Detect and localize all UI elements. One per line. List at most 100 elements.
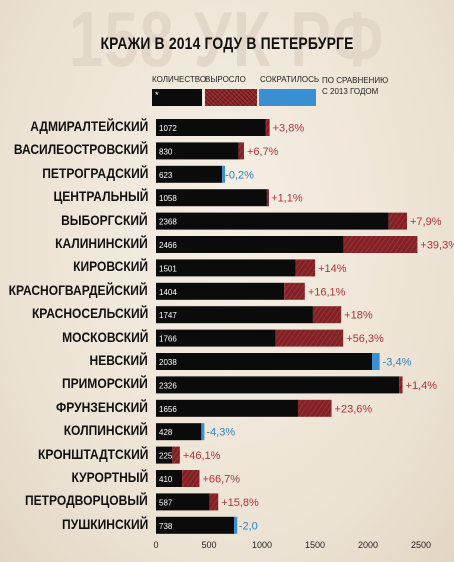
change-label: +1,4% bbox=[406, 380, 438, 392]
district-label: КОЛПИНСКИЙ bbox=[63, 422, 148, 439]
district-label: КАЛИНИНСКИЙ bbox=[55, 235, 148, 251]
district-label: НЕВСКИЙ bbox=[89, 352, 148, 368]
bar-value-label: 410 bbox=[159, 475, 173, 484]
bar-count bbox=[156, 165, 223, 183]
bar-increase bbox=[295, 259, 316, 277]
bar-increase bbox=[298, 399, 332, 417]
legend-marker: * bbox=[155, 90, 159, 100]
district-label: КРАСНОГВАРДЕЙСКИЙ bbox=[9, 281, 148, 298]
legend-compare-line2: С 2013 ГОДОМ bbox=[322, 87, 379, 96]
bar-increase bbox=[182, 470, 200, 487]
legend-count-swatch bbox=[152, 89, 202, 106]
bar-count bbox=[156, 189, 267, 207]
legend-increase-label: ВЫРОСЛО bbox=[205, 75, 246, 84]
legend-compare-line1: ПО СРАВНЕНИЮ bbox=[322, 76, 389, 85]
district-label: КУРОРТНЫЙ bbox=[71, 469, 148, 485]
bar-count bbox=[156, 376, 400, 394]
bar-increase bbox=[312, 306, 342, 324]
district-label: АДМИРАЛТЕЙСКИЙ bbox=[29, 118, 148, 134]
x-tick-label: 0 bbox=[153, 540, 158, 550]
change-label: +14% bbox=[318, 263, 347, 275]
bar-decrease bbox=[201, 423, 205, 441]
change-label: +1,1% bbox=[271, 193, 303, 205]
bar-increase bbox=[265, 119, 270, 136]
bar-increase bbox=[238, 142, 244, 160]
bar-value-label: 2368 bbox=[159, 218, 177, 227]
bar-increase bbox=[284, 282, 305, 300]
bar-value-label: 1501 bbox=[159, 264, 177, 273]
bar-increase bbox=[388, 212, 408, 230]
bar-increase bbox=[275, 329, 344, 347]
bar-value-label: 1747 bbox=[159, 311, 177, 320]
bar-value-label: 738 bbox=[159, 522, 173, 531]
change-label: -3,4% bbox=[383, 357, 412, 369]
bar-value-label: 1072 bbox=[159, 124, 177, 133]
district-label: ВЫБОРГСКИЙ bbox=[61, 211, 148, 228]
district-label: КРАСНОСЕЛЬСКИЙ bbox=[31, 305, 148, 322]
bar-count bbox=[156, 282, 285, 300]
legend-decrease-label: СОКРАТИЛОСЬ bbox=[260, 75, 320, 84]
district-label: ФРУНЗЕНСКИЙ bbox=[56, 398, 148, 415]
change-label: +18% bbox=[344, 310, 373, 322]
x-tick-label: 2000 bbox=[358, 540, 378, 550]
bar-count bbox=[156, 353, 373, 370]
chart-title: КРАЖИ В 2014 ГОДУ В ПЕТЕРБУРГЕ bbox=[100, 34, 354, 53]
bar-count bbox=[156, 236, 344, 253]
bar-count bbox=[156, 493, 210, 511]
bar-decrease bbox=[234, 516, 238, 534]
change-label: +7,9% bbox=[410, 216, 442, 228]
district-label: ПЕТРОГРАДСКИЙ bbox=[41, 164, 148, 181]
bar-count bbox=[156, 399, 299, 417]
x-tick-label: 1500 bbox=[305, 540, 325, 550]
bar-count bbox=[156, 142, 239, 160]
bar-value-label: 1766 bbox=[159, 335, 177, 344]
bar-increase bbox=[209, 493, 219, 511]
bar-value-label: 1404 bbox=[159, 288, 177, 297]
bar-count bbox=[156, 423, 202, 441]
district-label: КИРОВСКИЙ bbox=[73, 258, 148, 275]
bar-count bbox=[156, 119, 266, 136]
bar-decrease bbox=[222, 165, 226, 183]
change-label: +23,6% bbox=[335, 403, 373, 415]
bar-value-label: 2038 bbox=[159, 358, 177, 367]
change-label: -0,2% bbox=[225, 169, 254, 181]
bar-value-label: 830 bbox=[159, 147, 173, 156]
bar-count bbox=[156, 259, 296, 277]
district-label: КРОНШТАДТСКИЙ bbox=[37, 445, 148, 462]
x-tick-label: 1000 bbox=[252, 540, 272, 550]
bar-count bbox=[156, 470, 183, 487]
district-label: ВАСИЛЕОСТРОВСКИЙ bbox=[13, 141, 148, 158]
bar-decrease bbox=[372, 353, 380, 370]
bar-increase bbox=[343, 236, 418, 253]
change-label: +3,8% bbox=[273, 123, 305, 135]
change-label: -4,3% bbox=[206, 427, 235, 439]
watermark-text: 158 УК РФ bbox=[68, 0, 386, 83]
bar-count bbox=[156, 306, 313, 324]
bar-value-label: 1656 bbox=[159, 405, 177, 414]
x-tick-label: 500 bbox=[201, 540, 216, 550]
change-label: +15,8% bbox=[221, 497, 259, 509]
bar-increase bbox=[266, 189, 269, 207]
district-label: ЦЕНТРАЛЬНЫЙ bbox=[53, 188, 148, 205]
bar-value-label: 587 bbox=[159, 498, 173, 507]
x-tick-label: 2500 bbox=[411, 540, 431, 550]
bar-count bbox=[156, 446, 173, 464]
district-label: МОСКОВСКИЙ bbox=[61, 328, 148, 345]
bar-count bbox=[156, 516, 235, 534]
legend-compare-note: ПО СРАВНЕНИЮ С 2013 ГОДОМ bbox=[322, 75, 402, 97]
bar-value-label: 2466 bbox=[159, 241, 177, 250]
bar-increase bbox=[172, 446, 180, 464]
change-label: +66,7% bbox=[202, 474, 240, 486]
change-label: +46,1% bbox=[183, 450, 221, 462]
bar-count bbox=[156, 212, 389, 230]
change-label: +6,7% bbox=[247, 146, 279, 158]
change-label: +39,3% bbox=[420, 240, 454, 252]
legend-decrease-swatch bbox=[259, 89, 316, 106]
change-label: +16,1% bbox=[308, 286, 346, 298]
district-label: ПУШКИНСКИЙ bbox=[61, 515, 148, 532]
bar-value-label: 2326 bbox=[159, 381, 177, 390]
bar-value-label: 428 bbox=[159, 428, 173, 437]
bar-increase bbox=[399, 376, 403, 394]
bar-value-label: 1058 bbox=[159, 194, 177, 203]
